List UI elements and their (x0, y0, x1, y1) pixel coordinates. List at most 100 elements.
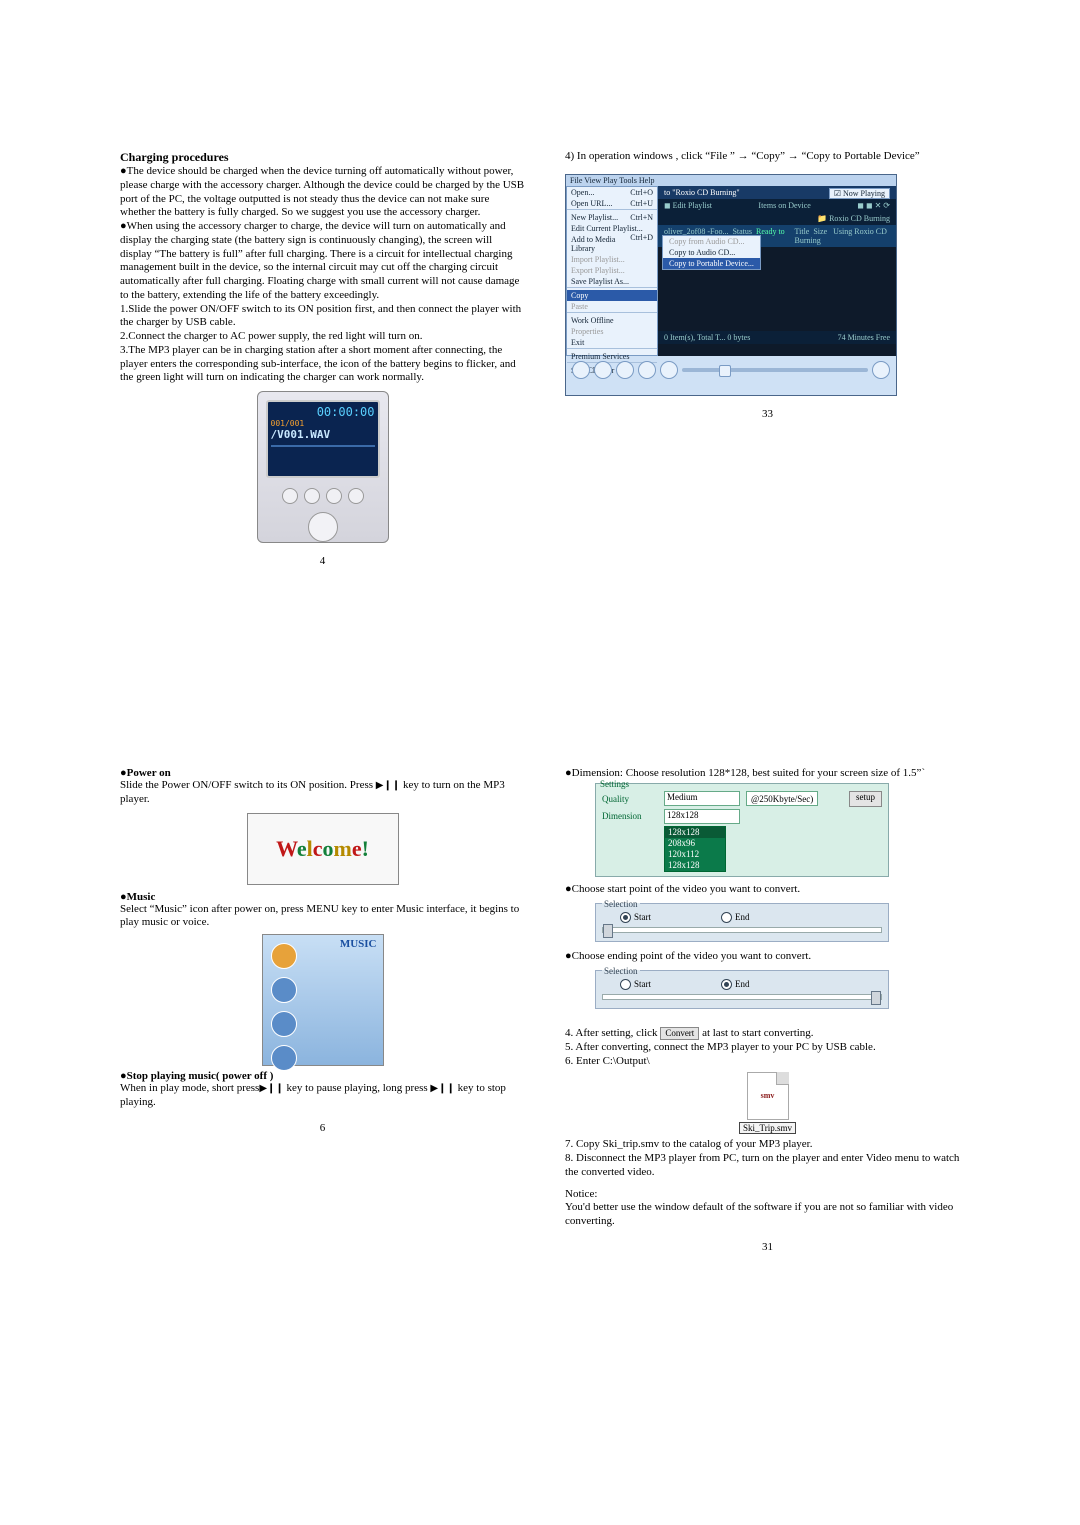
music-label: MUSIC (340, 938, 377, 950)
mp3-player-illustration: 00:00:00 001/001 /V001.WAV (257, 391, 389, 543)
end-radio[interactable]: End (721, 979, 750, 990)
menu-properties: Properties (567, 326, 657, 337)
dimension-combo[interactable]: 128x128 (664, 809, 740, 824)
menu-work-offline[interactable]: Work Offline (567, 315, 657, 326)
menu-new-playlist[interactable]: New Playlist... (571, 213, 618, 222)
wmp-tab-title: to "Roxio CD Burning" (664, 188, 740, 197)
step-8: 8. Disconnect the MP3 player from PC, tu… (565, 1152, 970, 1180)
settings-icon (271, 1045, 297, 1071)
step-5: 5. After converting, connect the MP3 pla… (565, 1041, 970, 1055)
file-icon: smv (747, 1072, 789, 1120)
document-root: Charging procedures ●The device should b… (0, 0, 1080, 1353)
heading-stop: ●Stop playing music( power off ) (120, 1070, 525, 1082)
submenu-copy-from-cd: Copy from Audio CD... (663, 236, 760, 247)
heading-power-on: ●Power on (120, 767, 525, 779)
page-number: 33 (565, 408, 970, 420)
step-4-copy: 4) In operation windows , click “File ” … (565, 150, 970, 164)
page-6: ●Power on Slide the Power ON/OFF switch … (120, 767, 525, 1253)
stop-text: When in play mode, short press▶❙❙ key to… (120, 1082, 525, 1110)
player-file: /V001.WAV (271, 428, 375, 441)
end-radio[interactable]: End (721, 912, 750, 923)
player-screen: 00:00:00 001/001 /V001.WAV (266, 400, 380, 478)
menu-copy[interactable]: Copy (567, 290, 657, 301)
menu-import: Import Playlist... (567, 254, 657, 265)
player-btn (282, 488, 298, 504)
dim-opt[interactable]: 208x96 (665, 838, 725, 849)
para-b1: ●The device should be charged when the d… (120, 165, 525, 220)
now-playing-combo[interactable]: ☑ Now Playing (829, 188, 890, 199)
file-caption: Ski_Trip.smv (739, 1122, 796, 1134)
items-on-device: Items on Device (758, 201, 810, 210)
wmp-file-menu[interactable]: Open... Ctrl+O Open URL... Ctrl+U New Pl… (566, 186, 658, 356)
step-2: 2.Connect the charger to AC power supply… (120, 330, 525, 344)
play-pause-icon: ▶❙❙ (259, 1083, 283, 1094)
power-on-text: Slide the Power ON/OFF switch to its ON … (120, 779, 525, 807)
settings-panel: Settings Quality Medium @250Kbyte/Sec) s… (595, 783, 889, 877)
play-pause-icon: ▶❙❙ (430, 1083, 454, 1094)
video-icon (271, 977, 297, 1003)
menu-open[interactable]: Open... (571, 188, 594, 197)
player-btn (304, 488, 320, 504)
step-1: 1.Slide the power ON/OFF switch to its O… (120, 303, 525, 331)
heading-charging: Charging procedures (120, 150, 525, 165)
end-point-line: ●Choose ending point of the video you wa… (565, 950, 970, 964)
music-menu-illustration: MUSIC (262, 934, 384, 1066)
photo-icon (271, 1011, 297, 1037)
edit-playlist-btn[interactable]: Edit Playlist (673, 201, 712, 210)
page-number: 4 (120, 555, 525, 567)
start-radio[interactable]: Start (620, 979, 651, 990)
start-radio[interactable]: Start (620, 912, 651, 923)
selection-start-panel: Selection Start End (595, 899, 889, 942)
quality-rate: @250Kbyte/Sec) (746, 791, 818, 806)
seek-slider[interactable] (682, 368, 868, 372)
player-btn (326, 488, 342, 504)
wmp-menubar[interactable]: File View Play Tools Help (566, 175, 896, 186)
menu-paste: Paste (567, 301, 657, 312)
page-4: Charging procedures ●The device should b… (120, 150, 525, 567)
menu-exit[interactable]: Exit (567, 337, 657, 348)
play-icon[interactable] (572, 361, 590, 379)
next-icon[interactable] (638, 361, 656, 379)
player-btn (348, 488, 364, 504)
prev-icon[interactable] (616, 361, 634, 379)
mute-icon[interactable] (660, 361, 678, 379)
stop-icon[interactable] (594, 361, 612, 379)
play-pause-icon: ▶❙❙ (376, 780, 400, 791)
menu-export: Export Playlist... (567, 265, 657, 276)
submenu-copy-to-cd[interactable]: Copy to Audio CD... (663, 247, 760, 258)
menu-save-as[interactable]: Save Playlist As... (567, 276, 657, 287)
dim-opt[interactable]: 128x128 (665, 827, 725, 838)
start-point-line: ●Choose start point of the video you wan… (565, 883, 970, 897)
page-number: 6 (120, 1122, 525, 1134)
wmp-main-area: to "Roxio CD Burning" ☑ Now Playing ◼ Ed… (658, 186, 896, 356)
start-slider[interactable] (602, 927, 882, 933)
step-3: 3.The MP3 player can be in charging stat… (120, 344, 525, 385)
convert-button[interactable]: Convert (660, 1027, 699, 1040)
step-4: 4. After setting, click Convert at last … (565, 1027, 970, 1041)
vis-icon[interactable] (872, 361, 890, 379)
page-33: 4) In operation windows , click “File ” … (565, 150, 970, 567)
end-slider[interactable] (602, 994, 882, 1000)
player-time: 00:00:00 (271, 405, 375, 419)
dimension-dropdown[interactable]: 128x128 208x96 120x112 128x128 (664, 826, 726, 872)
selection-end-panel: Selection Start End (595, 966, 889, 1009)
wmp-copy-submenu[interactable]: Copy from Audio CD... Copy to Audio CD..… (662, 235, 761, 270)
music-icon (271, 943, 297, 969)
output-file-illustration: smv Ski_Trip.smv (728, 1072, 808, 1134)
para-b2: ●When using the accessory charger to cha… (120, 220, 525, 303)
notice-text: You'd better use the window default of t… (565, 1201, 970, 1229)
status-right: 74 Minutes Free (838, 333, 890, 342)
submenu-copy-to-device[interactable]: Copy to Portable Device... (663, 258, 760, 269)
player-track: 001/001 (271, 419, 375, 428)
player-main-btn (308, 512, 338, 542)
player-button-row (282, 488, 364, 504)
dim-opt[interactable]: 120x112 (665, 849, 725, 860)
wmp-screenshot: File View Play Tools Help Open... Ctrl+O… (565, 174, 897, 396)
dimension-label: Dimension (602, 811, 658, 821)
menu-open-url[interactable]: Open URL... (571, 199, 612, 208)
quality-combo[interactable]: Medium (664, 791, 740, 806)
page-31: ●Dimension: Choose resolution 128*128, b… (565, 767, 970, 1253)
dim-opt[interactable]: 128x128 (665, 860, 725, 871)
menu-edit-playlist[interactable]: Edit Current Playlist... (571, 224, 643, 233)
setup-button[interactable]: setup (849, 791, 882, 807)
